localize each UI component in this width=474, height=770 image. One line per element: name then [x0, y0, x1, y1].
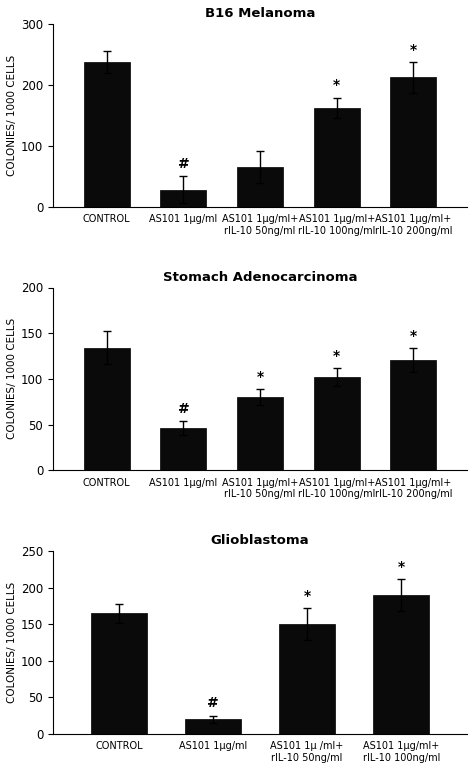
- Text: *: *: [333, 349, 340, 363]
- Bar: [391, 78, 437, 206]
- Y-axis label: COLONIES/ 1000 CELLS: COLONIES/ 1000 CELLS: [7, 55, 17, 176]
- Y-axis label: COLONIES/ 1000 CELLS: COLONIES/ 1000 CELLS: [7, 318, 17, 440]
- Bar: [391, 360, 437, 470]
- Text: *: *: [333, 79, 340, 92]
- Title: Glioblastoma: Glioblastoma: [211, 534, 310, 547]
- Title: B16 Melanoma: B16 Melanoma: [205, 7, 315, 20]
- Bar: [314, 377, 360, 470]
- Text: *: *: [398, 560, 405, 574]
- Bar: [373, 595, 429, 734]
- Title: Stomach Adenocarcinoma: Stomach Adenocarcinoma: [163, 270, 357, 283]
- Text: #: #: [207, 696, 219, 711]
- Bar: [314, 108, 360, 206]
- Bar: [279, 624, 335, 734]
- Text: #: #: [178, 157, 189, 171]
- Text: *: *: [410, 43, 417, 57]
- Text: #: #: [178, 402, 189, 416]
- Bar: [84, 62, 130, 206]
- Bar: [91, 613, 147, 734]
- Bar: [237, 167, 283, 206]
- Text: *: *: [256, 370, 264, 383]
- Y-axis label: COLONIES/ 1000 CELLS: COLONIES/ 1000 CELLS: [7, 582, 17, 703]
- Bar: [237, 397, 283, 470]
- Bar: [84, 348, 130, 470]
- Text: *: *: [303, 589, 310, 603]
- Bar: [160, 189, 206, 206]
- Bar: [160, 428, 206, 470]
- Text: *: *: [410, 329, 417, 343]
- Bar: [185, 719, 241, 734]
